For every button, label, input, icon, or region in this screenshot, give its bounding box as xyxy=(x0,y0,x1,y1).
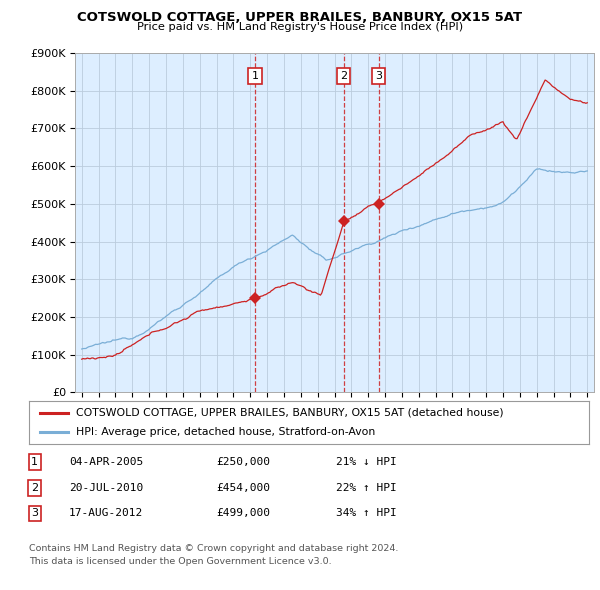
Text: This data is licensed under the Open Government Licence v3.0.: This data is licensed under the Open Gov… xyxy=(29,558,331,566)
Text: 2: 2 xyxy=(31,483,38,493)
Text: 3: 3 xyxy=(31,509,38,518)
Text: £454,000: £454,000 xyxy=(216,483,270,493)
Text: £250,000: £250,000 xyxy=(216,457,270,467)
Text: 17-AUG-2012: 17-AUG-2012 xyxy=(69,509,143,518)
Text: Contains HM Land Registry data © Crown copyright and database right 2024.: Contains HM Land Registry data © Crown c… xyxy=(29,545,398,553)
Text: 34% ↑ HPI: 34% ↑ HPI xyxy=(336,509,397,518)
Text: Price paid vs. HM Land Registry's House Price Index (HPI): Price paid vs. HM Land Registry's House … xyxy=(137,22,463,32)
Text: COTSWOLD COTTAGE, UPPER BRAILES, BANBURY, OX15 5AT: COTSWOLD COTTAGE, UPPER BRAILES, BANBURY… xyxy=(77,11,523,24)
Text: 2: 2 xyxy=(340,71,347,81)
Text: HPI: Average price, detached house, Stratford-on-Avon: HPI: Average price, detached house, Stra… xyxy=(76,427,376,437)
Text: 22% ↑ HPI: 22% ↑ HPI xyxy=(336,483,397,493)
Text: 1: 1 xyxy=(31,457,38,467)
Text: £499,000: £499,000 xyxy=(216,509,270,518)
Text: 21% ↓ HPI: 21% ↓ HPI xyxy=(336,457,397,467)
Text: 04-APR-2005: 04-APR-2005 xyxy=(69,457,143,467)
Text: 20-JUL-2010: 20-JUL-2010 xyxy=(69,483,143,493)
Text: 3: 3 xyxy=(376,71,382,81)
Text: COTSWOLD COTTAGE, UPPER BRAILES, BANBURY, OX15 5AT (detached house): COTSWOLD COTTAGE, UPPER BRAILES, BANBURY… xyxy=(76,408,504,418)
Text: 1: 1 xyxy=(251,71,259,81)
